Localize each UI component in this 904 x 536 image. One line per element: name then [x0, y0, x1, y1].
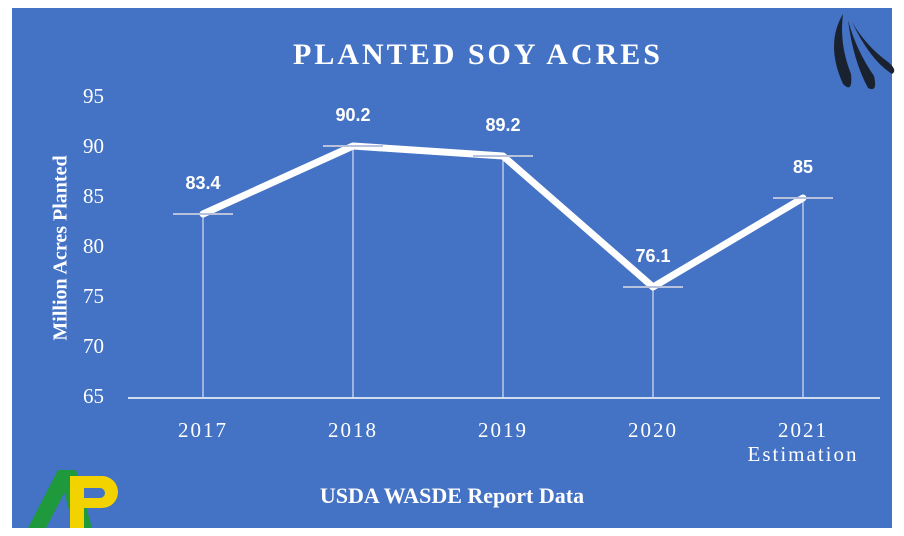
source-note: USDA WASDE Report Data — [320, 483, 584, 508]
data-label: 90.2 — [335, 105, 370, 125]
y-tick-label: 85 — [83, 184, 104, 208]
x-tick-label: 2018 — [273, 418, 433, 442]
data-label: 83.4 — [185, 173, 220, 193]
data-label: 76.1 — [635, 246, 670, 266]
x-tick-label: 2019 — [423, 418, 583, 442]
data-label: 85 — [793, 157, 813, 177]
chart-title: PLANTED SOY ACRES — [293, 38, 663, 71]
x-tick-label: 2017 — [123, 418, 283, 442]
y-tick-label: 70 — [83, 334, 104, 358]
y-tick-label: 65 — [83, 384, 104, 408]
data-label: 89.2 — [485, 115, 520, 135]
x-tick-label: 2021 Estimation — [723, 418, 883, 466]
y-tick-label: 75 — [83, 284, 104, 308]
y-tick-label: 90 — [83, 134, 104, 158]
x-tick-label: 2020 — [573, 418, 733, 442]
y-tick-label: 95 — [83, 84, 104, 108]
page: PLANTED SOY ACRES Million Acres Planted … — [0, 0, 904, 536]
y-tick-label: 80 — [83, 234, 104, 258]
y-axis-label: Million Acres Planted — [50, 155, 72, 340]
